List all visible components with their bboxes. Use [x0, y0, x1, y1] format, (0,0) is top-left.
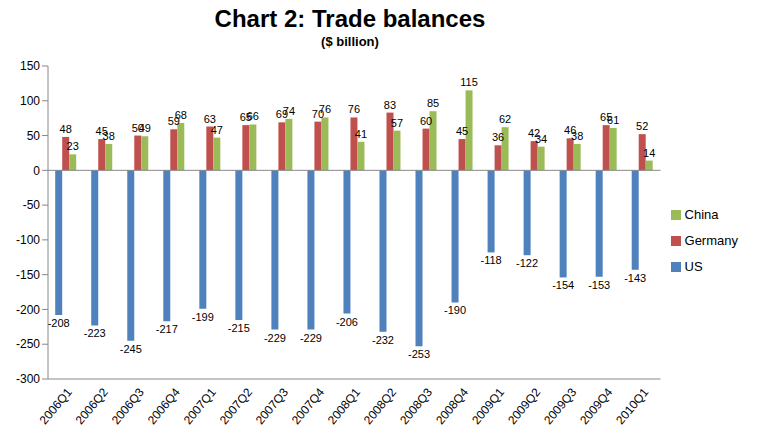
svg-text:62: 62: [499, 113, 511, 125]
svg-text:23: 23: [67, 140, 79, 152]
svg-text:-217: -217: [156, 323, 178, 335]
svg-text:-154: -154: [552, 279, 574, 291]
html-text:Chart 2: Trade balances: Chart 2: Trade balances: [214, 5, 486, 32]
svg-text:-206: -206: [336, 316, 358, 328]
svg-text:14: 14: [643, 147, 655, 159]
svg-text:85: 85: [427, 97, 439, 109]
svg-text:-253: -253: [408, 348, 430, 360]
svg-text:74: 74: [283, 105, 295, 117]
svg-text:-245: -245: [120, 343, 142, 355]
svg-text:52: 52: [636, 120, 648, 132]
svg-text:2007Q1: 2007Q1: [181, 385, 219, 427]
svg-text:0: 0: [33, 164, 40, 178]
svg-text:2008Q2: 2008Q2: [361, 385, 399, 427]
svg-text:38: 38: [103, 130, 115, 142]
html-text:($ billion): ($ billion): [321, 34, 379, 49]
svg-text:66: 66: [247, 110, 259, 122]
svg-text:45: 45: [456, 125, 468, 137]
svg-text:100: 100: [20, 94, 40, 108]
svg-text:61: 61: [607, 114, 619, 126]
svg-text:76: 76: [348, 103, 360, 115]
html-text:China: China: [684, 206, 719, 222]
svg-text:-50: -50: [23, 198, 41, 212]
svg-text:49: 49: [139, 122, 151, 134]
html-text:Germany: Germany: [684, 232, 738, 248]
svg-text:60: 60: [420, 115, 432, 127]
svg-text:-200: -200: [16, 303, 40, 317]
svg-text:63: 63: [203, 112, 216, 125]
svg-text:-143: -143: [624, 272, 646, 284]
svg-text:2009Q4: 2009Q4: [577, 385, 615, 427]
svg-text:2009Q2: 2009Q2: [505, 385, 543, 427]
svg-text:2008Q3: 2008Q3: [397, 385, 435, 427]
svg-text:-215: -215: [228, 322, 250, 334]
svg-text:-250: -250: [16, 337, 40, 351]
svg-text:47: 47: [211, 124, 223, 136]
svg-text:-122: -122: [516, 257, 538, 269]
svg-text:83: 83: [384, 99, 396, 111]
svg-text:-208: -208: [48, 317, 70, 329]
svg-text:150: 150: [20, 59, 40, 73]
svg-text:68: 68: [175, 109, 187, 121]
svg-text:-100: -100: [16, 233, 40, 247]
svg-text:-229: -229: [300, 332, 322, 344]
svg-text:2006Q3: 2006Q3: [109, 385, 147, 427]
svg-text:-223: -223: [84, 327, 106, 339]
svg-text:41: 41: [355, 128, 367, 140]
svg-text:2007Q3: 2007Q3: [253, 385, 291, 427]
svg-text:-199: -199: [192, 311, 214, 323]
svg-text:76: 76: [319, 103, 331, 115]
svg-text:2010Q1: 2010Q1: [613, 385, 651, 427]
svg-text:2006Q1: 2006Q1: [37, 385, 75, 427]
svg-text:-118: -118: [480, 254, 501, 266]
svg-text:2006Q4: 2006Q4: [145, 385, 183, 427]
svg-text:-300: -300: [16, 372, 40, 386]
svg-text:2007Q4: 2007Q4: [289, 385, 327, 427]
svg-text:-190: -190: [444, 304, 466, 316]
svg-text:-153: -153: [588, 279, 610, 291]
svg-text:48: 48: [60, 123, 72, 135]
svg-text:-232: -232: [372, 334, 394, 346]
svg-text:57: 57: [391, 117, 403, 129]
svg-text:2009Q1: 2009Q1: [469, 385, 507, 427]
svg-text:2006Q2: 2006Q2: [73, 385, 111, 427]
svg-text:50: 50: [27, 129, 41, 143]
svg-text:2008Q4: 2008Q4: [433, 385, 471, 427]
svg-text:2009Q3: 2009Q3: [541, 385, 579, 427]
svg-text:115: 115: [460, 76, 478, 88]
svg-text:-229: -229: [264, 332, 286, 344]
svg-text:59: 59: [167, 115, 180, 128]
svg-text:2007Q2: 2007Q2: [217, 385, 255, 427]
html-text:US: US: [684, 258, 703, 274]
svg-text:2008Q1: 2008Q1: [325, 385, 363, 427]
svg-text:38: 38: [571, 130, 583, 142]
svg-text:-150: -150: [16, 268, 40, 282]
svg-text:34: 34: [535, 133, 547, 145]
svg-text:36: 36: [492, 131, 504, 143]
